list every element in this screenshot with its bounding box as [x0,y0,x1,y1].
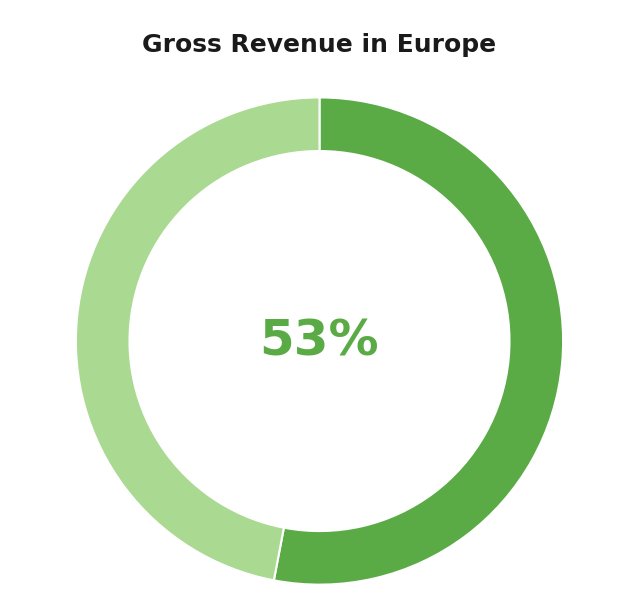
Text: 53%: 53% [259,317,380,365]
Wedge shape [274,97,563,585]
Title: Gross Revenue in Europe: Gross Revenue in Europe [142,33,497,57]
Wedge shape [76,97,320,580]
